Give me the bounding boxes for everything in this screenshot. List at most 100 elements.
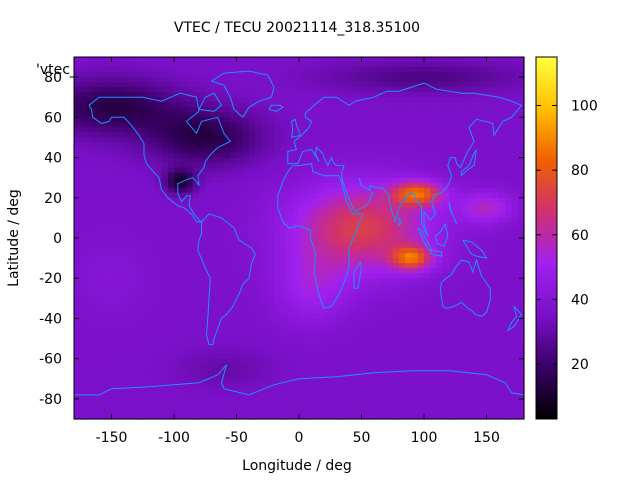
heatmap-cell <box>199 152 206 159</box>
heatmap-cell <box>92 212 100 219</box>
heatmap-cell <box>317 232 325 239</box>
heatmap-cell <box>336 137 344 144</box>
heatmap-cell <box>330 303 338 309</box>
heatmap-cell <box>405 227 413 234</box>
heatmap-cell <box>174 162 181 169</box>
heatmap-cell <box>311 232 319 239</box>
heatmap-cell <box>336 157 344 164</box>
heatmap-cell <box>149 92 156 98</box>
heatmap-cell <box>349 248 356 254</box>
heatmap-cell <box>392 278 400 284</box>
heatmap-cell <box>86 308 94 315</box>
heatmap-cell <box>330 217 338 224</box>
heatmap-cell <box>367 67 375 73</box>
heatmap-cell <box>380 87 388 93</box>
heatmap-cell <box>105 202 113 209</box>
heatmap-cell <box>99 152 106 159</box>
heatmap-cell <box>167 142 175 149</box>
heatmap-cell <box>230 92 238 98</box>
heatmap-cell <box>411 107 419 113</box>
heatmap-cell <box>249 142 256 149</box>
heatmap-cell <box>292 157 300 164</box>
heatmap-cell <box>130 157 138 164</box>
heatmap-cell <box>236 268 244 274</box>
heatmap-cell <box>480 353 488 360</box>
heatmap-cell <box>267 393 275 400</box>
heatmap-cell <box>99 258 106 264</box>
heatmap-cell <box>167 373 175 380</box>
heatmap-cell <box>155 393 163 400</box>
heatmap-cell <box>361 298 369 304</box>
heatmap-cell <box>505 232 513 239</box>
heatmap-cell <box>399 378 406 385</box>
heatmap-cell <box>405 212 413 219</box>
heatmap-cell <box>424 162 431 169</box>
heatmap-cell <box>255 343 263 350</box>
heatmap-cell <box>492 67 500 73</box>
heatmap-cell <box>511 383 519 390</box>
heatmap-cell <box>499 167 506 174</box>
heatmap-cell <box>299 398 306 405</box>
heatmap-cell <box>142 202 150 209</box>
heatmap-cell <box>217 308 225 315</box>
heatmap-cell <box>505 338 513 345</box>
heatmap-cell <box>355 288 363 294</box>
heatmap-cell <box>517 378 525 385</box>
heatmap-cell <box>280 102 288 108</box>
heatmap-cell <box>199 288 206 294</box>
heatmap-cell <box>405 288 413 294</box>
heatmap-cell <box>167 353 175 360</box>
heatmap-cell <box>280 212 288 219</box>
heatmap-cell <box>442 142 450 149</box>
heatmap-cell <box>155 67 163 73</box>
heatmap-cell <box>455 398 463 405</box>
heatmap-cell <box>205 67 213 73</box>
heatmap-cell <box>261 92 269 98</box>
heatmap-cell <box>199 137 206 144</box>
heatmap-cell <box>217 348 225 355</box>
heatmap-cell <box>355 243 363 249</box>
heatmap-cell <box>455 328 463 335</box>
heatmap-cell <box>117 373 125 380</box>
heatmap-cell <box>292 283 300 289</box>
heatmap-cell <box>499 182 506 189</box>
heatmap-cell <box>486 192 494 199</box>
heatmap-cell <box>411 97 419 103</box>
heatmap-cell <box>486 243 494 249</box>
heatmap-cell <box>324 258 331 264</box>
heatmap-cell <box>199 253 206 259</box>
heatmap-cell <box>355 338 363 345</box>
heatmap-cell <box>424 157 431 164</box>
heatmap-cell <box>292 343 300 350</box>
heatmap-cell <box>117 202 125 209</box>
heatmap-cell <box>480 333 488 340</box>
heatmap-cell <box>442 57 450 63</box>
heatmap-cell <box>324 157 331 164</box>
heatmap-cell <box>86 318 94 325</box>
heatmap-cell <box>361 338 369 345</box>
heatmap-cell <box>436 373 444 380</box>
heatmap-cell <box>430 177 438 184</box>
heatmap-cell <box>361 102 369 108</box>
heatmap-cell <box>349 102 356 108</box>
heatmap-cell <box>149 67 156 73</box>
heatmap-cell <box>342 57 350 63</box>
heatmap-cell <box>399 343 406 350</box>
heatmap-cell <box>174 273 181 279</box>
heatmap-cell <box>336 273 344 279</box>
heatmap-cell <box>399 92 406 98</box>
heatmap-cell <box>399 313 406 320</box>
heatmap-cell <box>261 177 269 184</box>
heatmap-cell <box>180 57 188 63</box>
heatmap-cell <box>442 92 450 98</box>
heatmap-cell <box>442 67 450 73</box>
heatmap-cell <box>186 248 194 254</box>
heatmap-cell <box>211 253 219 259</box>
heatmap-cell <box>130 127 138 134</box>
heatmap-cell <box>74 238 81 244</box>
heatmap-cell <box>417 313 425 320</box>
heatmap-cell <box>324 283 331 289</box>
heatmap-cell <box>224 333 231 340</box>
heatmap-cell <box>449 167 456 174</box>
heatmap-cell <box>186 333 194 340</box>
